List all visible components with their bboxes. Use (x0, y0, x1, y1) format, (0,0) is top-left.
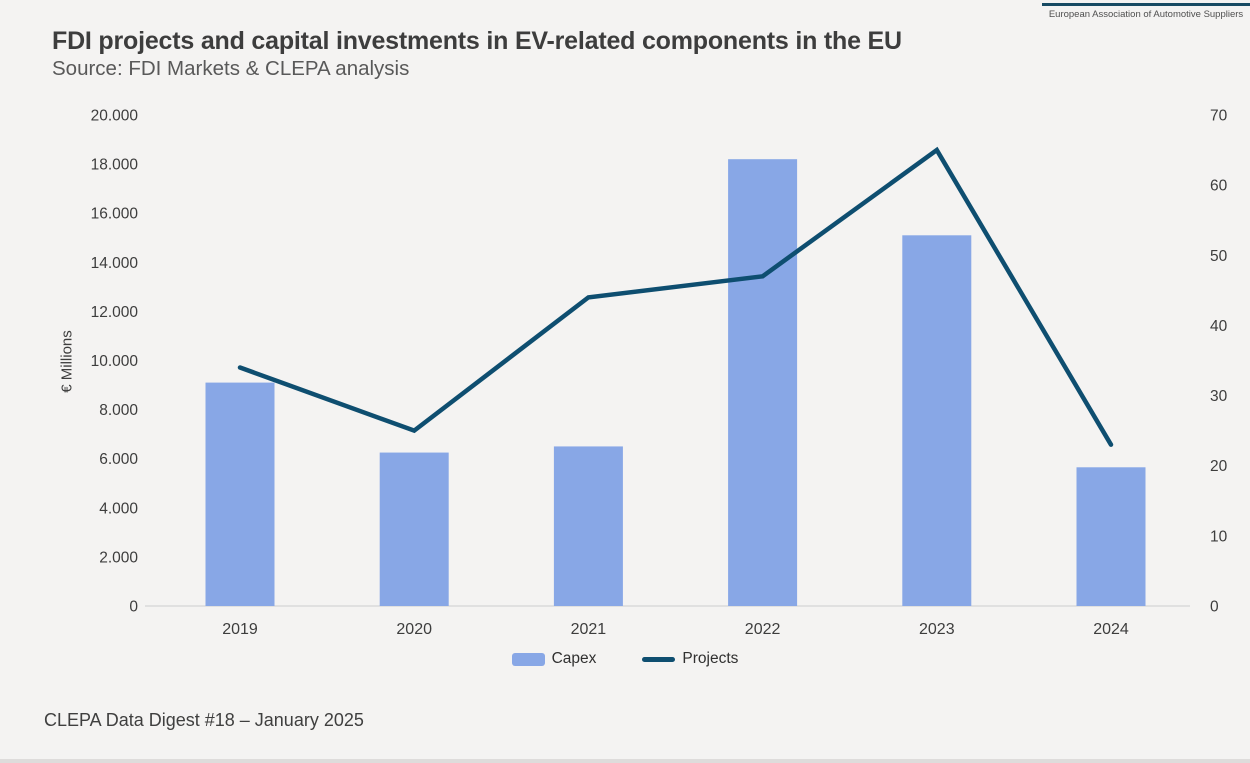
left-axis-tick-label: 12.000 (91, 304, 139, 321)
capex-bar-2024 (1076, 467, 1146, 606)
left-axis-tick-label: 10.000 (91, 353, 139, 370)
x-axis-label: 2022 (745, 621, 781, 638)
capex-bar-2023 (902, 235, 972, 607)
legend-label-projects: Projects (682, 650, 739, 667)
legend-item-capex: Capex (511, 650, 597, 668)
x-axis-label: 2024 (1093, 621, 1129, 638)
x-axis-label: 2019 (222, 621, 258, 638)
left-axis-tick-label: 4.000 (99, 500, 138, 517)
capex-bar-2021 (553, 446, 623, 606)
right-axis-tick-label: 70 (1210, 108, 1228, 125)
projects-line-swatch-icon (642, 656, 676, 662)
left-axis-tick-label: 16.000 (91, 206, 139, 223)
x-axis-label: 2021 (571, 621, 607, 638)
capex-bar-2019 (205, 382, 275, 606)
clepa-logo: European Association of Automotive Suppl… (1042, 3, 1250, 20)
right-axis-tick-label: 50 (1210, 248, 1228, 265)
capex-bar-2020 (379, 452, 449, 606)
logo-caption: European Association of Automotive Suppl… (1048, 9, 1244, 20)
bottom-edge-strip (0, 759, 1250, 763)
left-axis-tick-label: 6.000 (99, 451, 138, 468)
left-axis-tick-label: 14.000 (91, 255, 139, 272)
left-axis-tick-label: 8.000 (99, 402, 138, 419)
capex-swatch-icon (511, 652, 545, 666)
left-axis-tick-label: 2.000 (99, 549, 138, 566)
legend: Capex Projects (0, 650, 1250, 668)
legend-item-projects: Projects (642, 650, 738, 668)
projects-line (237, 146, 1114, 447)
right-axis-tick-label: 10 (1210, 528, 1228, 545)
x-axis-label: 2023 (919, 621, 955, 638)
left-axis-tick-label: 18.000 (91, 157, 139, 174)
left-axis-tick-label: 0 (129, 599, 138, 616)
right-axis-tick-label: 20 (1210, 458, 1228, 475)
right-axis-tick-label: 40 (1210, 318, 1228, 335)
x-axis-label: 2020 (396, 621, 432, 638)
footer-caption: CLEPA Data Digest #18 – January 2025 (44, 710, 364, 730)
source-subtitle: Source: FDI Markets & CLEPA analysis (52, 57, 410, 80)
page-title: FDI projects and capital investments in … (52, 26, 902, 55)
legend-label-capex: Capex (551, 650, 597, 667)
right-axis-tick-label: 0 (1210, 599, 1219, 616)
capex-bar-2022 (728, 159, 798, 606)
right-axis-tick-label: 60 (1210, 178, 1228, 195)
right-axis-tick-label: 30 (1210, 388, 1228, 405)
left-axis-tick-label: 20.000 (91, 108, 139, 125)
